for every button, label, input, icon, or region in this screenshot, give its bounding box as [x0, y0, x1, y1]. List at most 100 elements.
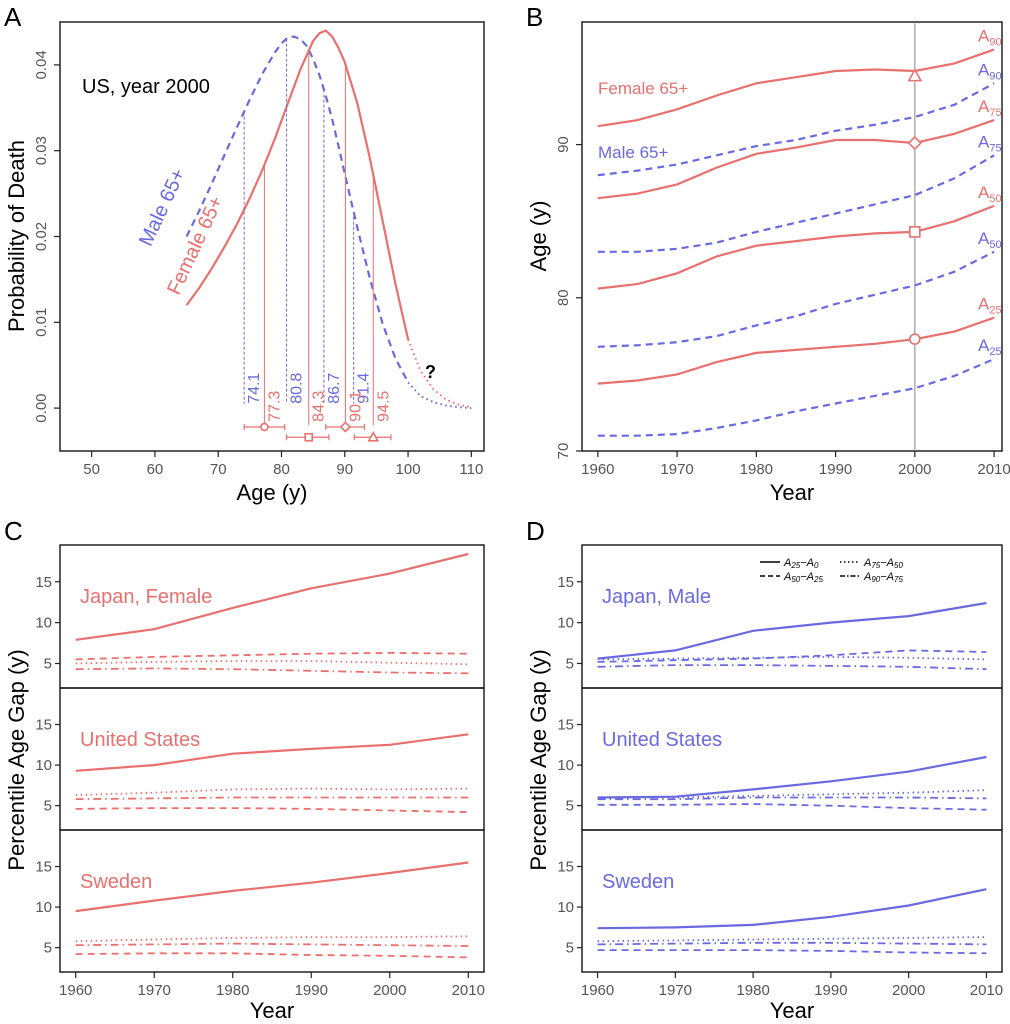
series-label-male-90: A90 [978, 60, 1002, 82]
panel-label-a: A [4, 2, 22, 32]
y-tick-label: 5 [44, 798, 52, 815]
y-tick-label: 10 [35, 899, 52, 916]
y-tick-label: 0.03 [33, 136, 50, 165]
legend-minus: −A [880, 557, 894, 569]
year-2000-marker-diamond [907, 135, 922, 151]
series-line-female-75 [597, 119, 995, 200]
y-tick-label: 10 [35, 615, 52, 632]
series-line-dashed [597, 803, 987, 811]
x-tick-label: 1970 [660, 461, 693, 478]
series-line-male-90 [597, 82, 995, 177]
series-line-male [185, 35, 410, 383]
series-line-dotted [75, 935, 469, 943]
panel-a-ylabel: Probability of Death [4, 140, 29, 332]
interval-marker-triangle [367, 431, 380, 442]
legend-minus: −A [800, 571, 814, 583]
year-2000-marker-square [909, 226, 921, 238]
legend-minus: −A [880, 571, 894, 583]
panel-a-annotation: US, year 2000 [82, 76, 210, 98]
series-line-dotdash [597, 941, 987, 946]
series-label-subscript: 75 [989, 107, 1001, 119]
x-tick-label: 50 [83, 461, 100, 478]
panel-b-male-label: Male 65+ [598, 143, 668, 162]
series-line-dotdash [597, 796, 987, 801]
subpanel-title: Sweden [602, 871, 674, 893]
legend-label: A25−A0 [783, 557, 819, 570]
series-line-female-25 [597, 316, 995, 385]
subpanel-title: Japan, Female [80, 586, 212, 608]
series-label-subscript: 50 [989, 193, 1001, 205]
series-line-male-25 [597, 358, 995, 437]
year-2000-marker-triangle [907, 67, 923, 82]
series-label-subscript: 90 [989, 70, 1001, 82]
legend-sub: 25 [813, 575, 823, 584]
y-tick-label: 0.01 [33, 308, 50, 337]
x-tick-label: 110 [459, 461, 483, 478]
series-label-female-75: A75 [978, 97, 1002, 119]
y-tick-label: 5 [44, 940, 52, 957]
x-tick-label: 1960 [581, 461, 614, 478]
x-tick-label: 1970 [659, 982, 692, 999]
female-percentile-label: 77.3 [266, 391, 283, 422]
series-line-solid [597, 888, 987, 930]
series-label-subscript: 50 [989, 239, 1001, 251]
series-line-dotted [75, 660, 469, 666]
x-tick-label: 1990 [814, 982, 847, 999]
subpanel-frame [581, 829, 1003, 973]
y-tick-label: 80 [555, 289, 572, 306]
y-tick-label: 15 [557, 574, 574, 591]
series-line-dashed [75, 651, 469, 661]
series-label-female-90: A90 [978, 27, 1002, 49]
y-tick-label: 15 [35, 859, 52, 876]
y-tick-label: 5 [566, 940, 574, 957]
series-label-female-50: A50 [978, 183, 1002, 205]
series-line-solid [597, 601, 987, 660]
y-tick-label: 0.00 [33, 393, 50, 422]
series-line-female-50 [597, 204, 995, 290]
panel-a-male-label: Male 65+ [135, 165, 190, 249]
year-2000-marker-circle [909, 333, 921, 345]
series-tail-female [407, 339, 472, 409]
legend-label: A50−A25 [783, 571, 823, 584]
legend-sub: 90 [871, 575, 880, 584]
series-line-solid [597, 755, 987, 799]
panel-c-ylabel: Percentile Age Gap (y) [4, 649, 29, 870]
male-percentile-label: 80.8 [289, 373, 306, 404]
x-tick-label: 2010 [977, 461, 1010, 478]
series-label-subscript: 90 [989, 37, 1001, 49]
series-line-male-75 [597, 154, 995, 253]
legend-sub: 25 [790, 561, 800, 570]
series-line-female [185, 29, 410, 340]
female-percentile-label: 84.3 [311, 391, 328, 422]
panel-d-xlabel: Year [770, 998, 814, 1023]
y-tick-label: 10 [557, 899, 574, 916]
y-tick-label: 0.02 [33, 222, 50, 251]
y-tick-label: 0.04 [33, 50, 50, 79]
panel-label-b: B [526, 2, 543, 32]
series-line-solid [75, 552, 469, 641]
series-line-female-90 [597, 48, 995, 128]
x-tick-label: 1990 [295, 982, 328, 999]
series-line-dashed [75, 952, 469, 959]
legend-label: A90−A75 [863, 571, 903, 584]
panel-a-chart: US, year 2000 Age (y) Probability of Dea… [4, 21, 485, 505]
series-line-dotdash [597, 664, 987, 671]
subpanel-title: United States [80, 729, 200, 751]
panel-d-chart: Year Percentile Age Gap (y) 5 10 15 Japan, … [526, 544, 1003, 1023]
x-tick-label: 100 [396, 461, 421, 478]
x-tick-label: 2010 [452, 982, 485, 999]
panel-b-chart: Year Age (y) Female 65+ Male 65+ 1960 197… [526, 21, 1010, 505]
panel-b-frame [581, 21, 1003, 452]
panel-b-xlabel: Year [770, 480, 814, 505]
y-tick-label: 5 [566, 798, 574, 815]
y-tick-label: 90 [555, 136, 572, 153]
series-line-dotdash [75, 667, 469, 675]
y-tick-label: 5 [566, 655, 574, 672]
legend-sub: 0 [814, 561, 819, 570]
panel-d-ylabel: Percentile Age Gap (y) [526, 649, 551, 870]
x-tick-label: 2000 [898, 461, 931, 478]
panel-a-question-mark: ? [425, 362, 436, 382]
x-tick-label: 1960 [59, 982, 92, 999]
series-line-solid [75, 733, 469, 772]
